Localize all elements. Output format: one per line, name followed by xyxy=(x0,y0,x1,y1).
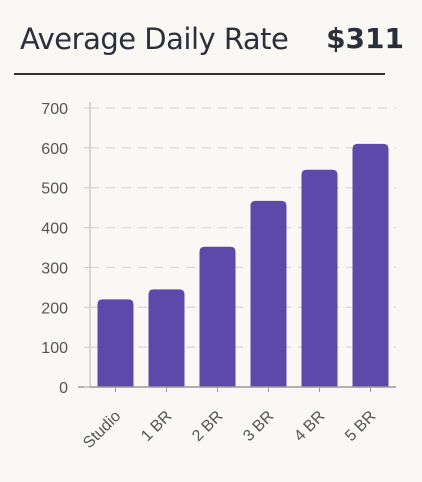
header-divider xyxy=(14,73,385,75)
card-title: Average Daily Rate xyxy=(20,22,289,56)
bar-2-br xyxy=(199,246,236,387)
x-tick-labels: Studio 1 BR 2 BR 3 BR 4 BR 5 BR xyxy=(80,408,379,452)
y-tick-label-300: 300 xyxy=(41,260,68,277)
y-tick-label-200: 200 xyxy=(41,300,68,317)
bar-studio xyxy=(97,299,134,387)
average-rate-value: $311 xyxy=(326,22,404,55)
y-tick-label-600: 600 xyxy=(41,141,68,158)
y-tick-label-700: 700 xyxy=(41,101,68,118)
y-tick-label-100: 100 xyxy=(41,340,68,357)
card-header: Average Daily Rate $311 xyxy=(14,18,412,68)
x-tick-label-1-br: 1 BR xyxy=(138,408,175,445)
bar-5-br xyxy=(352,143,389,387)
x-tick-label-3-br: 3 BR xyxy=(240,408,277,445)
axes xyxy=(78,102,396,392)
x-tick-label-5-br: 5 BR xyxy=(342,408,379,445)
grid-lines xyxy=(90,107,396,348)
y-tick-label-500: 500 xyxy=(41,181,68,198)
x-tick-label-4-br: 4 BR xyxy=(291,408,328,445)
bar-3-br xyxy=(250,200,287,387)
y-tick-label-0: 0 xyxy=(59,380,68,397)
x-tick-label-2-br: 2 BR xyxy=(189,408,226,445)
bars xyxy=(97,143,389,387)
y-tick-label-400: 400 xyxy=(41,221,68,238)
bar-1-br xyxy=(148,289,185,387)
bar-4-br xyxy=(301,169,338,387)
x-tick-label-studio: Studio xyxy=(80,408,124,452)
y-tick-labels: 0 100 200 300 400 500 600 700 xyxy=(41,101,68,397)
